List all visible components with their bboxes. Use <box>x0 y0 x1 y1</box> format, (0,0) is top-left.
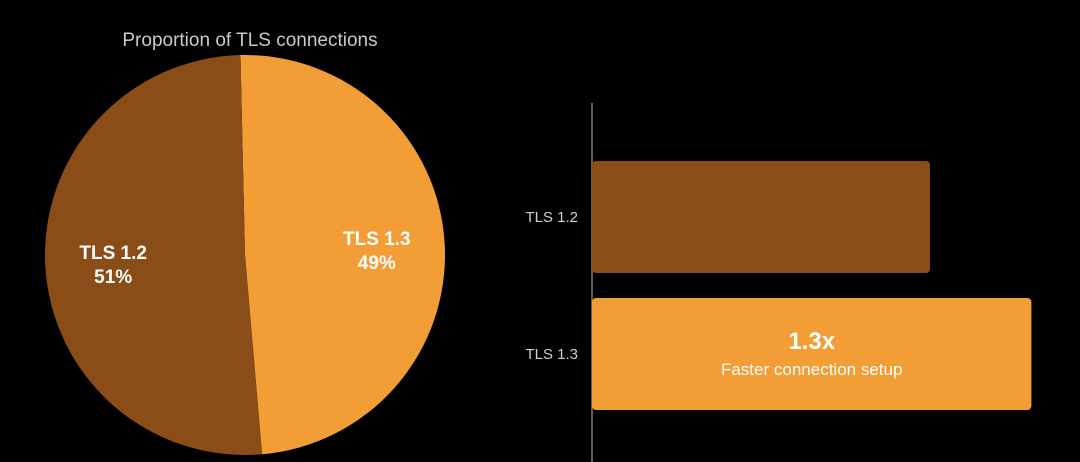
speedup-caption-label: Faster connection setup <box>721 360 902 379</box>
pie-slice-tls-1-2 <box>45 55 263 455</box>
pie-chart: TLS 1.3 49% TLS 1.2 51% <box>45 54 446 455</box>
pie-slice-name-label: TLS 1.2 <box>79 243 147 264</box>
pie-slice-percent-label: 51% <box>94 267 132 288</box>
bar-tls-1-2 <box>592 161 930 273</box>
pie-chart-title: Proportion of TLS connections <box>122 30 378 51</box>
speedup-value-label: 1.3x <box>788 328 835 355</box>
pie-slice-name-label: TLS 1.3 <box>343 229 411 250</box>
bar-chart: TLS 1.2 TLS 1.3 1.3x Faster connection set… <box>525 103 1032 462</box>
pie-slice-percent-label: 49% <box>358 253 396 274</box>
bar-tls-1-3 <box>592 298 1032 410</box>
bar-category-label: TLS 1.2 <box>525 209 578 226</box>
bar-category-label: TLS 1.3 <box>525 346 578 363</box>
pie-slice-tls-1-3 <box>240 54 446 455</box>
